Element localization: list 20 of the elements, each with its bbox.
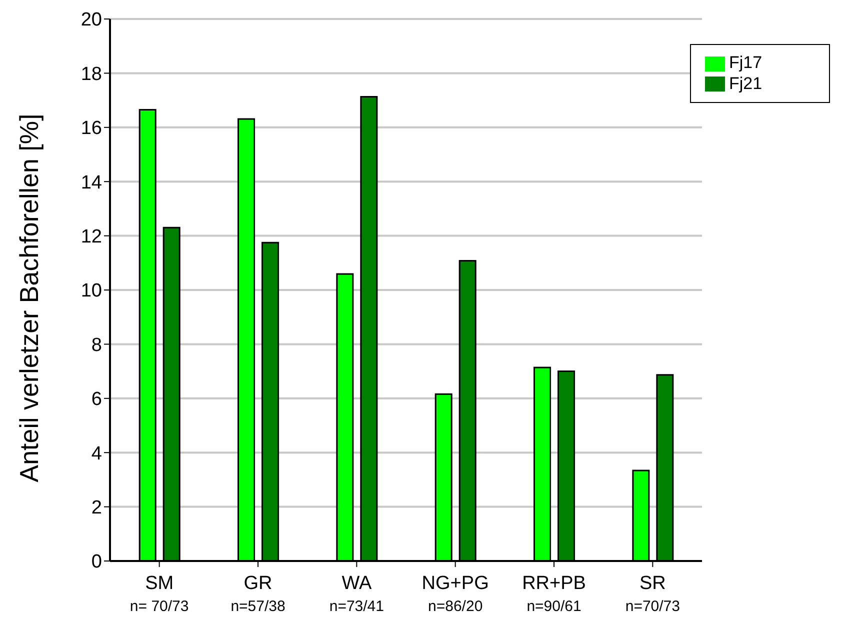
x-tick-label: WA n=73/41 (329, 573, 384, 615)
x-tick-label: SR n=70/73 (625, 573, 680, 615)
legend-label: Fj21 (729, 74, 762, 93)
y-tick-label: 20 (80, 10, 102, 31)
x-tick-label: NG+PG n=86/20 (422, 573, 489, 615)
y-tick-label: 8 (91, 334, 102, 356)
x-tick-label: SM n= 70/73 (130, 573, 189, 615)
y-tick-label: 6 (91, 389, 102, 410)
y-tick-label: 4 (91, 443, 102, 464)
y-tick-label: 16 (80, 118, 102, 140)
y-tick-label: 18 (80, 64, 102, 85)
y-tick-label: 0 (91, 552, 102, 573)
x-tick-label: RR+PB n=90/61 (522, 573, 586, 615)
y-tick-label: 12 (80, 226, 102, 248)
y-tick-label: 10 (80, 280, 102, 302)
x-tick-label: GR n=57/38 (230, 573, 286, 615)
y-axis-title: Anteil verletzer Bachforellen [%] (14, 114, 44, 482)
legend-label: Fj17 (729, 53, 762, 72)
y-tick-label: 14 (80, 172, 102, 194)
y-tick-label: 2 (91, 498, 102, 519)
